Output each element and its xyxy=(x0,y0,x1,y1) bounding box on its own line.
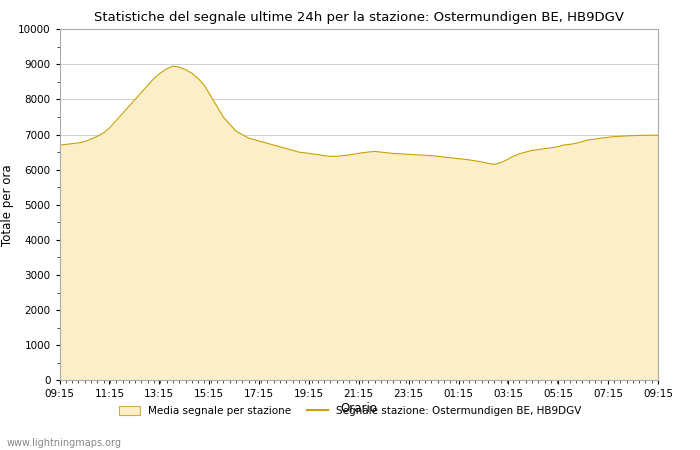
Title: Statistiche del segnale ultime 24h per la stazione: Ostermundigen BE, HB9DGV: Statistiche del segnale ultime 24h per l… xyxy=(94,11,624,24)
Y-axis label: Totale per ora: Totale per ora xyxy=(1,164,14,246)
Text: www.lightningmaps.org: www.lightningmaps.org xyxy=(7,438,122,448)
X-axis label: Orario: Orario xyxy=(340,402,377,415)
Legend: Media segnale per stazione, Segnale stazione: Ostermundigen BE, HB9DGV: Media segnale per stazione, Segnale staz… xyxy=(115,402,585,420)
